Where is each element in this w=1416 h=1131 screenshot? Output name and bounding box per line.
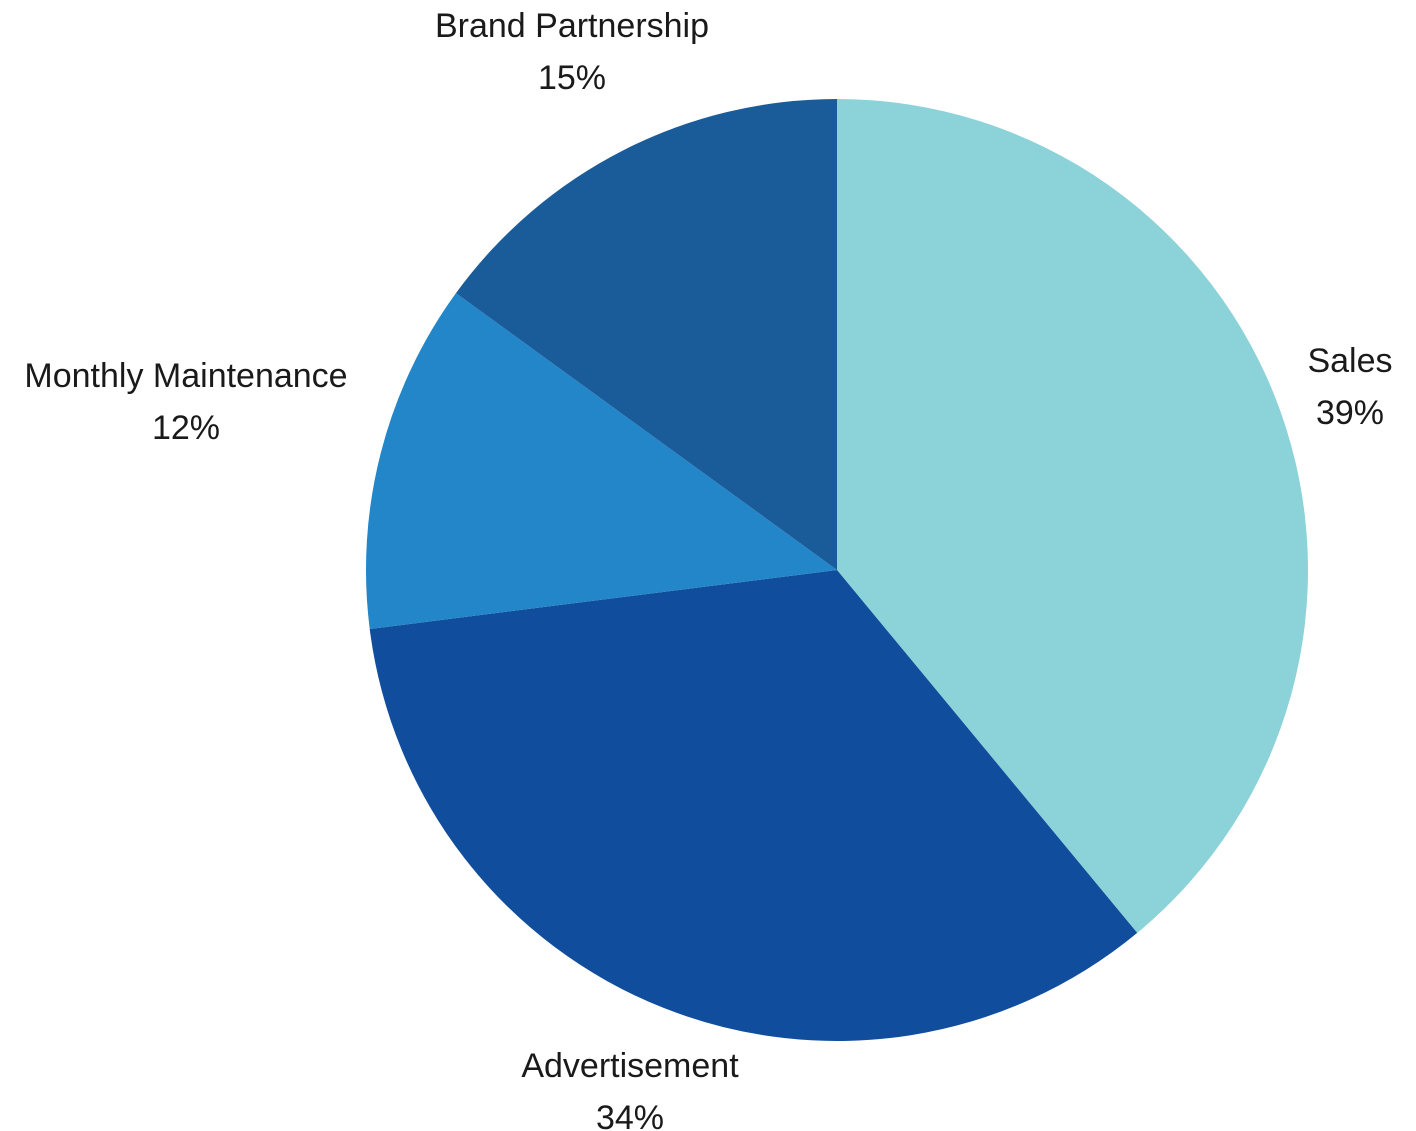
slice-label-advertisement: Advertisement xyxy=(521,1047,739,1085)
pie-slice-advertisement xyxy=(369,570,1138,1042)
pie-slice-sales xyxy=(837,99,1309,933)
slice-label-brand-partnership: Brand Partnership xyxy=(435,7,709,45)
pie-slices xyxy=(365,99,1309,1042)
slice-label-monthly-maintenance: Monthly Maintenance xyxy=(24,357,347,395)
pie-slice-monthly-maintenance xyxy=(365,293,837,630)
slice-percent-sales: 39% xyxy=(1316,394,1384,432)
slice-percent-brand-partnership: 15% xyxy=(538,59,606,97)
pie-slice-brand-partnership xyxy=(455,99,837,570)
slice-percent-monthly-maintenance: 12% xyxy=(152,409,220,447)
pie-labels: Sales 39% Advertisement 34% Monthly Maintena… xyxy=(24,7,1392,1131)
slice-percent-advertisement: 34% xyxy=(596,1099,664,1131)
slice-label-sales: Sales xyxy=(1307,342,1392,380)
